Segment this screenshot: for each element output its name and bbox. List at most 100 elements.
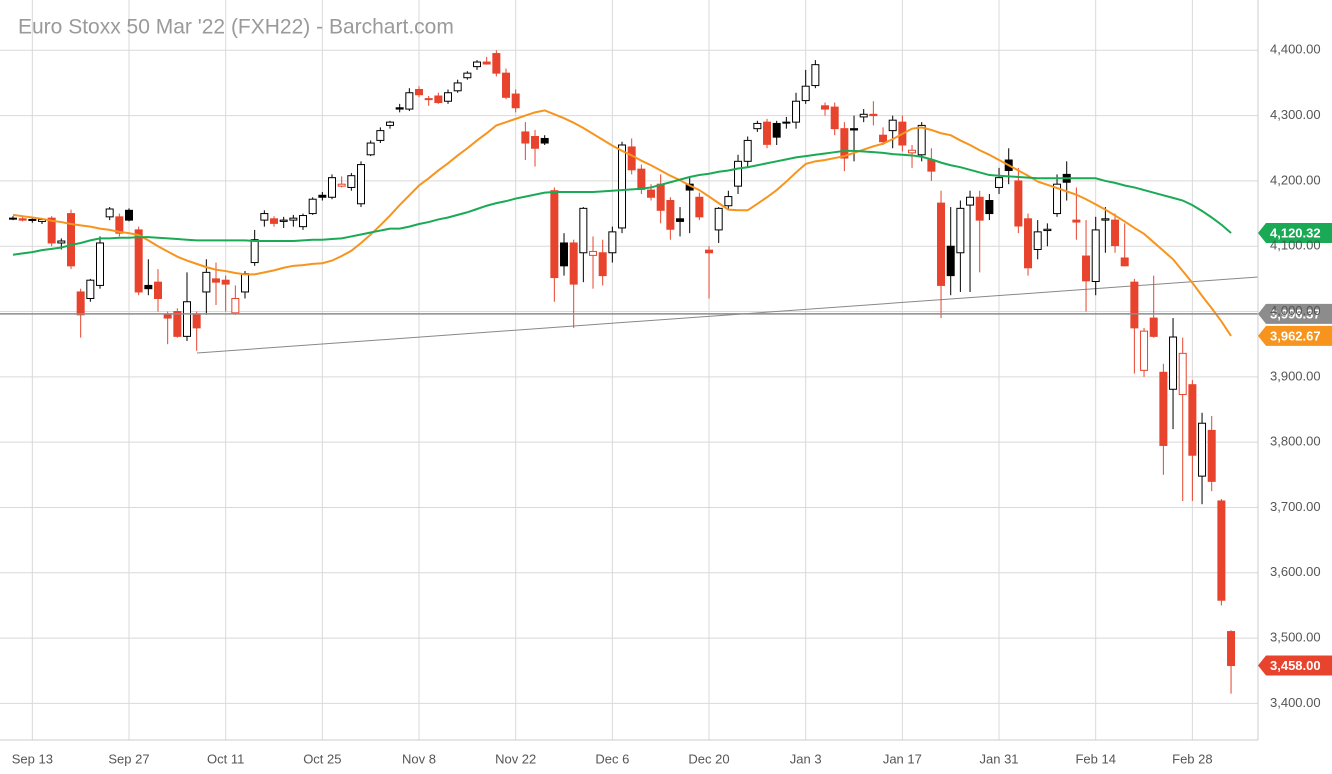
price-tag-label: 3,458.00 bbox=[1270, 658, 1321, 673]
candle-body bbox=[656, 183, 665, 211]
candle-body bbox=[444, 92, 453, 102]
candle-body bbox=[1072, 219, 1081, 223]
candle-body bbox=[144, 284, 153, 290]
x-tick-label: Sep 13 bbox=[12, 751, 53, 766]
candle-body bbox=[473, 61, 482, 68]
candle-body bbox=[1082, 255, 1091, 282]
candle-body bbox=[86, 279, 95, 299]
candle-body bbox=[830, 106, 839, 130]
y-tick-label: 3,900.00 bbox=[1270, 368, 1321, 383]
candle-body bbox=[521, 131, 530, 144]
candle-body bbox=[1053, 183, 1062, 215]
candle-body bbox=[163, 314, 172, 319]
candle-body bbox=[1024, 218, 1033, 269]
candle-body bbox=[231, 297, 240, 314]
candle-body bbox=[1033, 231, 1042, 250]
candle-body bbox=[1169, 336, 1178, 390]
candle-body bbox=[531, 136, 540, 149]
x-tick-label: Nov 8 bbox=[402, 751, 436, 766]
candle-body bbox=[879, 134, 888, 143]
candle-body bbox=[134, 229, 143, 293]
candle-body bbox=[1014, 180, 1023, 227]
moving-average-line bbox=[12, 109, 1232, 337]
candle-body bbox=[405, 92, 414, 110]
candle-body bbox=[801, 85, 810, 102]
candle-body bbox=[1159, 371, 1168, 446]
candle-body bbox=[463, 72, 472, 79]
candle-body bbox=[598, 252, 607, 277]
candle-body bbox=[705, 249, 714, 254]
grid bbox=[0, 0, 1258, 740]
candle-body bbox=[811, 64, 820, 87]
x-tick-label: Jan 31 bbox=[980, 751, 1019, 766]
candle-body bbox=[1130, 281, 1139, 329]
candle-body bbox=[492, 53, 501, 74]
candle-body bbox=[347, 175, 356, 188]
candle-body bbox=[395, 107, 404, 110]
candle-body bbox=[1178, 352, 1187, 395]
candle-body bbox=[908, 149, 917, 154]
y-tick-label: 4,400.00 bbox=[1270, 42, 1321, 57]
candle-body bbox=[289, 217, 298, 221]
candle-body bbox=[772, 122, 781, 138]
candle-body bbox=[627, 146, 636, 171]
trend-line bbox=[196, 276, 1259, 354]
candle-body bbox=[67, 213, 76, 267]
candle-body bbox=[357, 164, 366, 205]
candle-body bbox=[202, 271, 211, 293]
candle-body bbox=[1198, 422, 1207, 477]
candle-body bbox=[1043, 228, 1052, 232]
candle-body bbox=[743, 139, 752, 162]
candle-body bbox=[1111, 219, 1120, 247]
price-tag-label: 3,962.67 bbox=[1270, 328, 1321, 343]
candle-body bbox=[96, 242, 105, 286]
candle-body bbox=[966, 196, 975, 206]
candle-body bbox=[337, 183, 346, 187]
candle-body bbox=[763, 121, 772, 145]
candle-body bbox=[299, 215, 308, 228]
candle-body bbox=[434, 95, 443, 104]
candle-body bbox=[173, 311, 182, 337]
y-tick-label: 3,500.00 bbox=[1270, 630, 1321, 645]
candle-body bbox=[1101, 218, 1110, 221]
candle-body bbox=[560, 242, 569, 267]
candle-body bbox=[502, 72, 511, 98]
y-tick-label: 3,800.00 bbox=[1270, 434, 1321, 449]
x-tick-label: Jan 17 bbox=[883, 751, 922, 766]
x-tick-label: Jan 3 bbox=[790, 751, 822, 766]
candle-body bbox=[1120, 257, 1129, 267]
candle-body bbox=[946, 245, 955, 277]
candle-body bbox=[18, 218, 27, 221]
price-tag bbox=[1258, 325, 1332, 346]
candle-body bbox=[1149, 317, 1158, 337]
moving-average-line bbox=[12, 149, 1232, 256]
candle-body bbox=[279, 219, 288, 222]
candle-body bbox=[734, 160, 743, 187]
candle-body bbox=[792, 100, 801, 123]
x-tick-label: Sep 27 bbox=[108, 751, 149, 766]
candle-body bbox=[888, 119, 897, 132]
x-tick-label: Oct 25 bbox=[303, 751, 341, 766]
candle-body bbox=[782, 121, 791, 124]
candle-body bbox=[415, 88, 424, 96]
candle-body bbox=[192, 314, 201, 329]
candle-body bbox=[676, 218, 685, 222]
candle-body bbox=[917, 124, 926, 156]
price-tag bbox=[1258, 303, 1332, 324]
candle-body bbox=[318, 194, 327, 198]
candle-body bbox=[212, 278, 221, 283]
candle-body bbox=[608, 231, 617, 254]
candle-body bbox=[975, 196, 984, 221]
candle-body bbox=[1188, 384, 1197, 456]
candle-body bbox=[308, 198, 317, 215]
candle-body bbox=[850, 128, 859, 131]
candle-body bbox=[250, 239, 259, 264]
candle-body bbox=[985, 200, 994, 215]
candle-body bbox=[637, 168, 646, 190]
candle-body bbox=[241, 273, 250, 293]
candle-body bbox=[1217, 500, 1226, 601]
x-tick-label: Oct 11 bbox=[207, 751, 244, 766]
candle-body bbox=[724, 196, 733, 207]
